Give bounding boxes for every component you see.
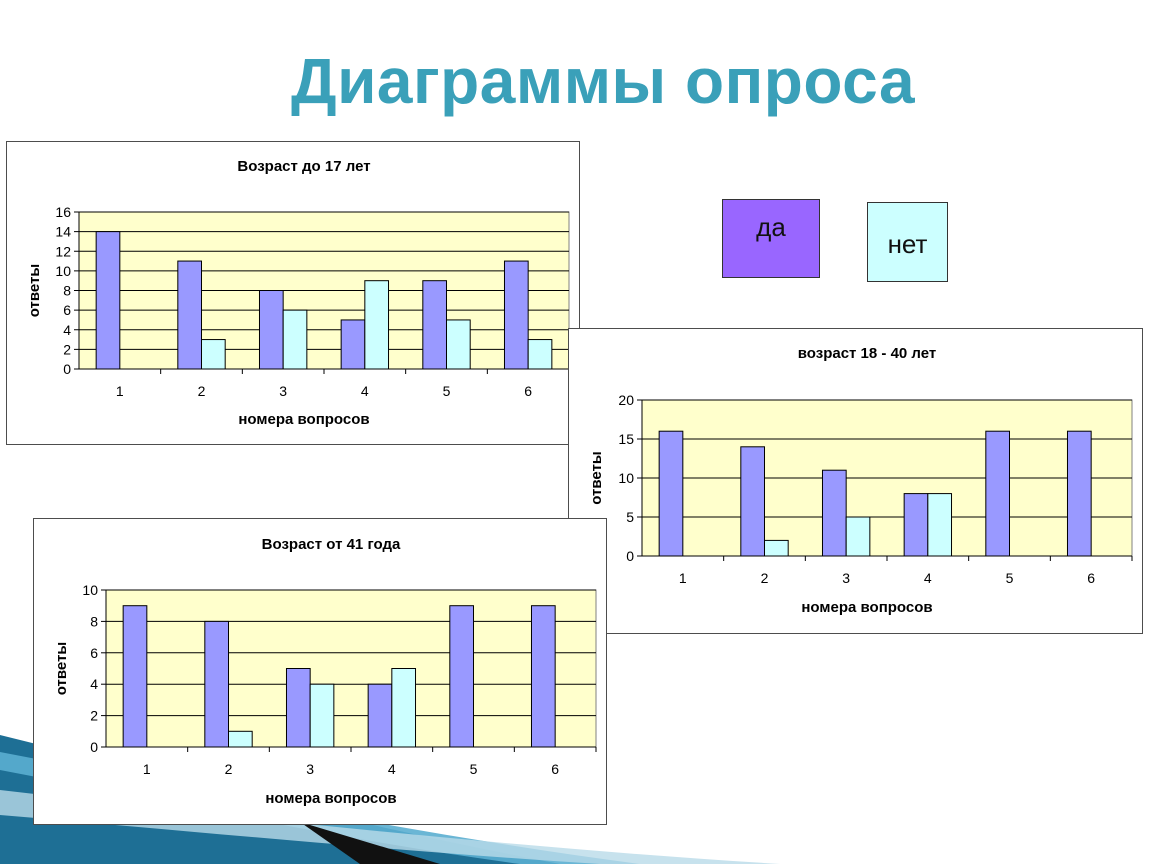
chart1-bar-s1-q1	[95, 231, 121, 370]
chart2-xtick-label: 6	[1087, 570, 1095, 586]
chart3-bar-s1-q4	[367, 683, 393, 748]
chart-18-40: возраст 18 - 40 лет 0 5 10 15 20 1 2 3 4 5 6 номера …	[568, 328, 1143, 634]
chart1-ytick-label: 8	[63, 283, 71, 299]
chart-under-17: Возраст до 17 лет 0 2 4 6 8 10 12 14 16 1 2 3 4 5 6 номе…	[6, 141, 580, 445]
chart3-xtick-label: 1	[143, 761, 151, 777]
chart1-bar-s2-q3	[282, 309, 308, 370]
legend-no-label: нет	[887, 229, 928, 259]
chart2-bar-s1-q6	[1066, 430, 1092, 557]
chart2-ytick-label: 10	[618, 470, 634, 486]
chart1-bar-s1-q2	[177, 260, 202, 370]
chart2-ytick-label: 5	[626, 509, 634, 525]
chart2-bar-s2-q2	[764, 539, 789, 557]
chart1-ytick-label: 16	[55, 204, 71, 220]
chart3-title: Возраст от 41 года	[262, 536, 401, 553]
chart2-ytick-label: 20	[618, 392, 634, 408]
chart3-bar-s2-q3	[309, 683, 335, 748]
chart3-ytick-label: 0	[90, 739, 98, 755]
chart3-bar-s1-q5	[449, 605, 475, 748]
chart1-xtick-label: 6	[524, 383, 532, 399]
chart2-bar-s1-q1	[658, 430, 684, 557]
chart2-bar-s1-q5	[985, 430, 1011, 557]
chart3-ytick-label: 10	[82, 582, 98, 598]
chart1-xtick-label: 5	[443, 383, 451, 399]
chart-over-41: Возраст от 41 года 0 2 4 6 8 10 1 2 3 4 5 6 номера во…	[33, 518, 607, 825]
chart3-xtick-label: 4	[388, 761, 396, 777]
chart1-ytick-label: 6	[63, 302, 71, 318]
chart2-bar-s1-q3	[821, 469, 847, 557]
chart2-bar-s2-q4	[927, 493, 953, 557]
chart2-xtick-label: 3	[842, 570, 850, 586]
chart2-ytick-label: 0	[626, 548, 634, 564]
chart3-ytick-label: 6	[90, 645, 98, 661]
chart1-ytick-label: 12	[55, 243, 71, 259]
legend-yes-box: да	[722, 199, 820, 278]
chart3-xlabel: номера вопросов	[265, 790, 396, 807]
chart1-title: Возраст до 17 лет	[237, 158, 370, 175]
chart3-ytick-label: 8	[90, 613, 98, 629]
chart1-ytick-label: 10	[55, 263, 71, 279]
chart1-bar-s2-q5	[446, 319, 471, 370]
chart3-xtick-label: 5	[470, 761, 478, 777]
chart1-xtick-label: 3	[279, 383, 287, 399]
chart2-title: возраст 18 - 40 лет	[798, 345, 937, 362]
chart3-plot-area	[105, 589, 597, 748]
legend-yes-label: да	[756, 212, 786, 242]
chart2-xtick-label: 4	[924, 570, 932, 586]
chart3-bar-s1-q2	[204, 620, 229, 748]
chart3-xtick-label: 3	[306, 761, 314, 777]
chart1-ytick-label: 4	[63, 322, 71, 338]
chart2-ylabel: ответы	[588, 451, 605, 504]
chart1-ytick-label: 14	[55, 224, 71, 240]
chart3-bar-s2-q4	[391, 668, 417, 748]
chart1-ytick-label: 0	[63, 361, 71, 377]
chart2-ytick-label: 15	[618, 431, 634, 447]
chart-18-40-svg: возраст 18 - 40 лет 0 5 10 15 20 1 2 3 4 5 6 номера …	[588, 345, 1133, 616]
chart2-xtick-label: 1	[679, 570, 687, 586]
chart1-xtick-label: 2	[198, 383, 206, 399]
chart1-bar-s2-q6	[527, 339, 553, 370]
chart3-ylabel: ответы	[53, 642, 70, 695]
chart3-ytick-label: 4	[90, 676, 98, 692]
chart2-bar-s1-q2	[740, 446, 765, 557]
chart3-xtick-label: 6	[551, 761, 559, 777]
chart2-xtick-label: 2	[761, 570, 769, 586]
chart1-xtick-label: 1	[116, 383, 124, 399]
chart1-bar-s2-q2	[201, 339, 226, 370]
chart3-bar-s2-q2	[228, 730, 253, 748]
chart1-ytick-label: 2	[63, 341, 71, 357]
chart2-xlabel: номера вопросов	[801, 599, 932, 616]
chart1-bar-s1-q6	[503, 260, 529, 370]
chart1-bar-s2-q4	[364, 280, 390, 370]
chart3-bar-s1-q3	[285, 668, 311, 748]
chart2-bar-s2-q3	[845, 516, 871, 557]
chart3-xtick-label: 2	[225, 761, 233, 777]
chart2-xtick-label: 5	[1006, 570, 1014, 586]
chart2-bar-s1-q4	[903, 493, 929, 557]
legend-no-box: нет	[867, 202, 948, 282]
chart1-ylabel: ответы	[26, 264, 43, 317]
chart3-ytick-label: 2	[90, 708, 98, 724]
chart1-xtick-label: 4	[361, 383, 369, 399]
page-title: Диаграммы опроса	[290, 45, 916, 117]
chart1-bar-s1-q5	[422, 280, 448, 370]
chart3-bar-s1-q6	[530, 605, 556, 748]
chart1-bar-s1-q4	[340, 319, 366, 370]
chart3-bar-s1-q1	[122, 605, 148, 748]
chart1-xlabel: номера вопросов	[238, 411, 369, 428]
chart1-bar-s1-q3	[258, 290, 284, 370]
